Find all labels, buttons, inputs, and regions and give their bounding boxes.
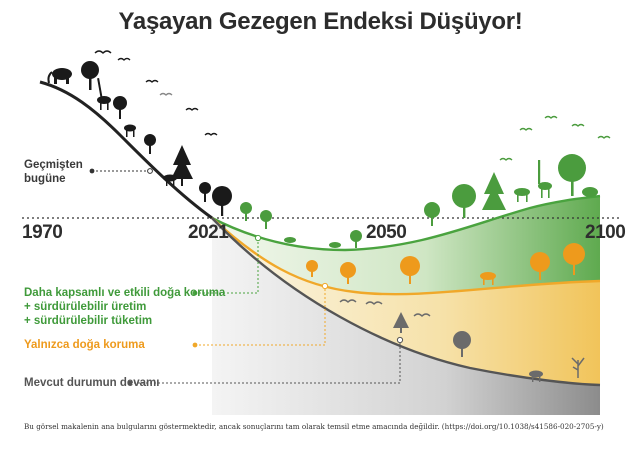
past-label-line1: Geçmişten [24,159,83,171]
year-2050: 2050 [366,222,407,243]
bird-icon [413,313,431,317]
orange-scenario-silhouettes [306,243,585,285]
year-2021: 2021 [188,222,229,243]
bird-icon [499,157,513,161]
integrated-line1: Daha kapsamlı ve etkili doğa koruma [24,287,226,299]
gray-scenario-area [212,218,600,415]
tree-icon [558,154,586,196]
orange-scenario-line [211,217,601,296]
bird-icon [185,107,199,111]
tree-icon [530,252,550,280]
tree-icon [171,145,193,186]
tree-icon [260,210,272,229]
tree-icon [482,172,506,210]
deer-icon [329,242,341,248]
integrated-scenario-label: Daha kapsamlı ve etkili doğa koruma + sü… [24,286,225,328]
tree-icon [393,312,409,333]
green-leader-line [192,234,262,296]
past-label: Geçmişten bugüne [24,158,83,186]
bird-icon [159,92,173,96]
bird-icon [365,301,383,305]
tree-icon [452,184,476,218]
tree-icon [350,230,362,248]
integrated-line2: + sürdürülebilir üretim [24,301,147,313]
past-leader-line [89,168,153,174]
conservation-only-label: Yalnızca doğa koruma [24,339,145,351]
green-scenario-silhouettes [240,115,611,248]
orange-leader-line [192,282,329,348]
gray-scenario-line [211,217,601,387]
deer-icon [124,124,136,137]
tree-icon [306,260,318,277]
bird-icon [597,135,611,139]
tree-icon [199,182,211,202]
past-label-line2: bugüne [24,173,66,185]
page-title: Yaşayan Gezegen Endeksi Düşüyor! [118,8,523,35]
historical-decline-curve [39,80,213,220]
gray-scenario-silhouettes [339,299,585,382]
bird-icon [571,123,585,127]
tree-icon [563,243,585,275]
bird-icon [339,299,357,303]
tree-icon [453,331,471,357]
tree-icon [571,357,585,378]
tree-icon [240,202,252,221]
tree-icon [81,61,99,90]
giraffe-icon [538,160,552,198]
green-scenario-line [211,194,601,252]
bird-icon [204,132,218,136]
historical-wildlife-silhouettes [47,50,232,216]
deer-icon [529,370,543,382]
tree-icon [212,186,232,216]
giraffe-icon [97,77,111,110]
elephant-icon [582,187,598,197]
bird-icon [117,57,131,61]
footnote: Bu görsel makalenin ana bulgularını göst… [24,422,604,431]
gray-leader-line [127,336,404,386]
elephant-icon [47,68,72,84]
tree-icon [424,202,440,226]
year-1970: 1970 [22,222,63,243]
bird-icon [94,50,112,54]
fox-icon [163,174,177,186]
year-2100: 2100 [585,222,626,243]
bird-icon [519,127,533,131]
camel-icon [514,188,530,202]
integrated-line3: + sürdürülebilir tüketim [24,315,153,327]
camel-icon [480,272,496,285]
business-as-usual-label: Mevcut durumun devamı [24,377,160,389]
tree-icon [113,96,127,119]
fox-icon [284,237,296,243]
bird-icon [145,79,159,83]
tree-icon [400,256,420,284]
tree-icon [340,262,356,284]
tree-icon [144,134,156,154]
orange-scenario-area [212,218,600,385]
bird-icon [544,115,558,119]
